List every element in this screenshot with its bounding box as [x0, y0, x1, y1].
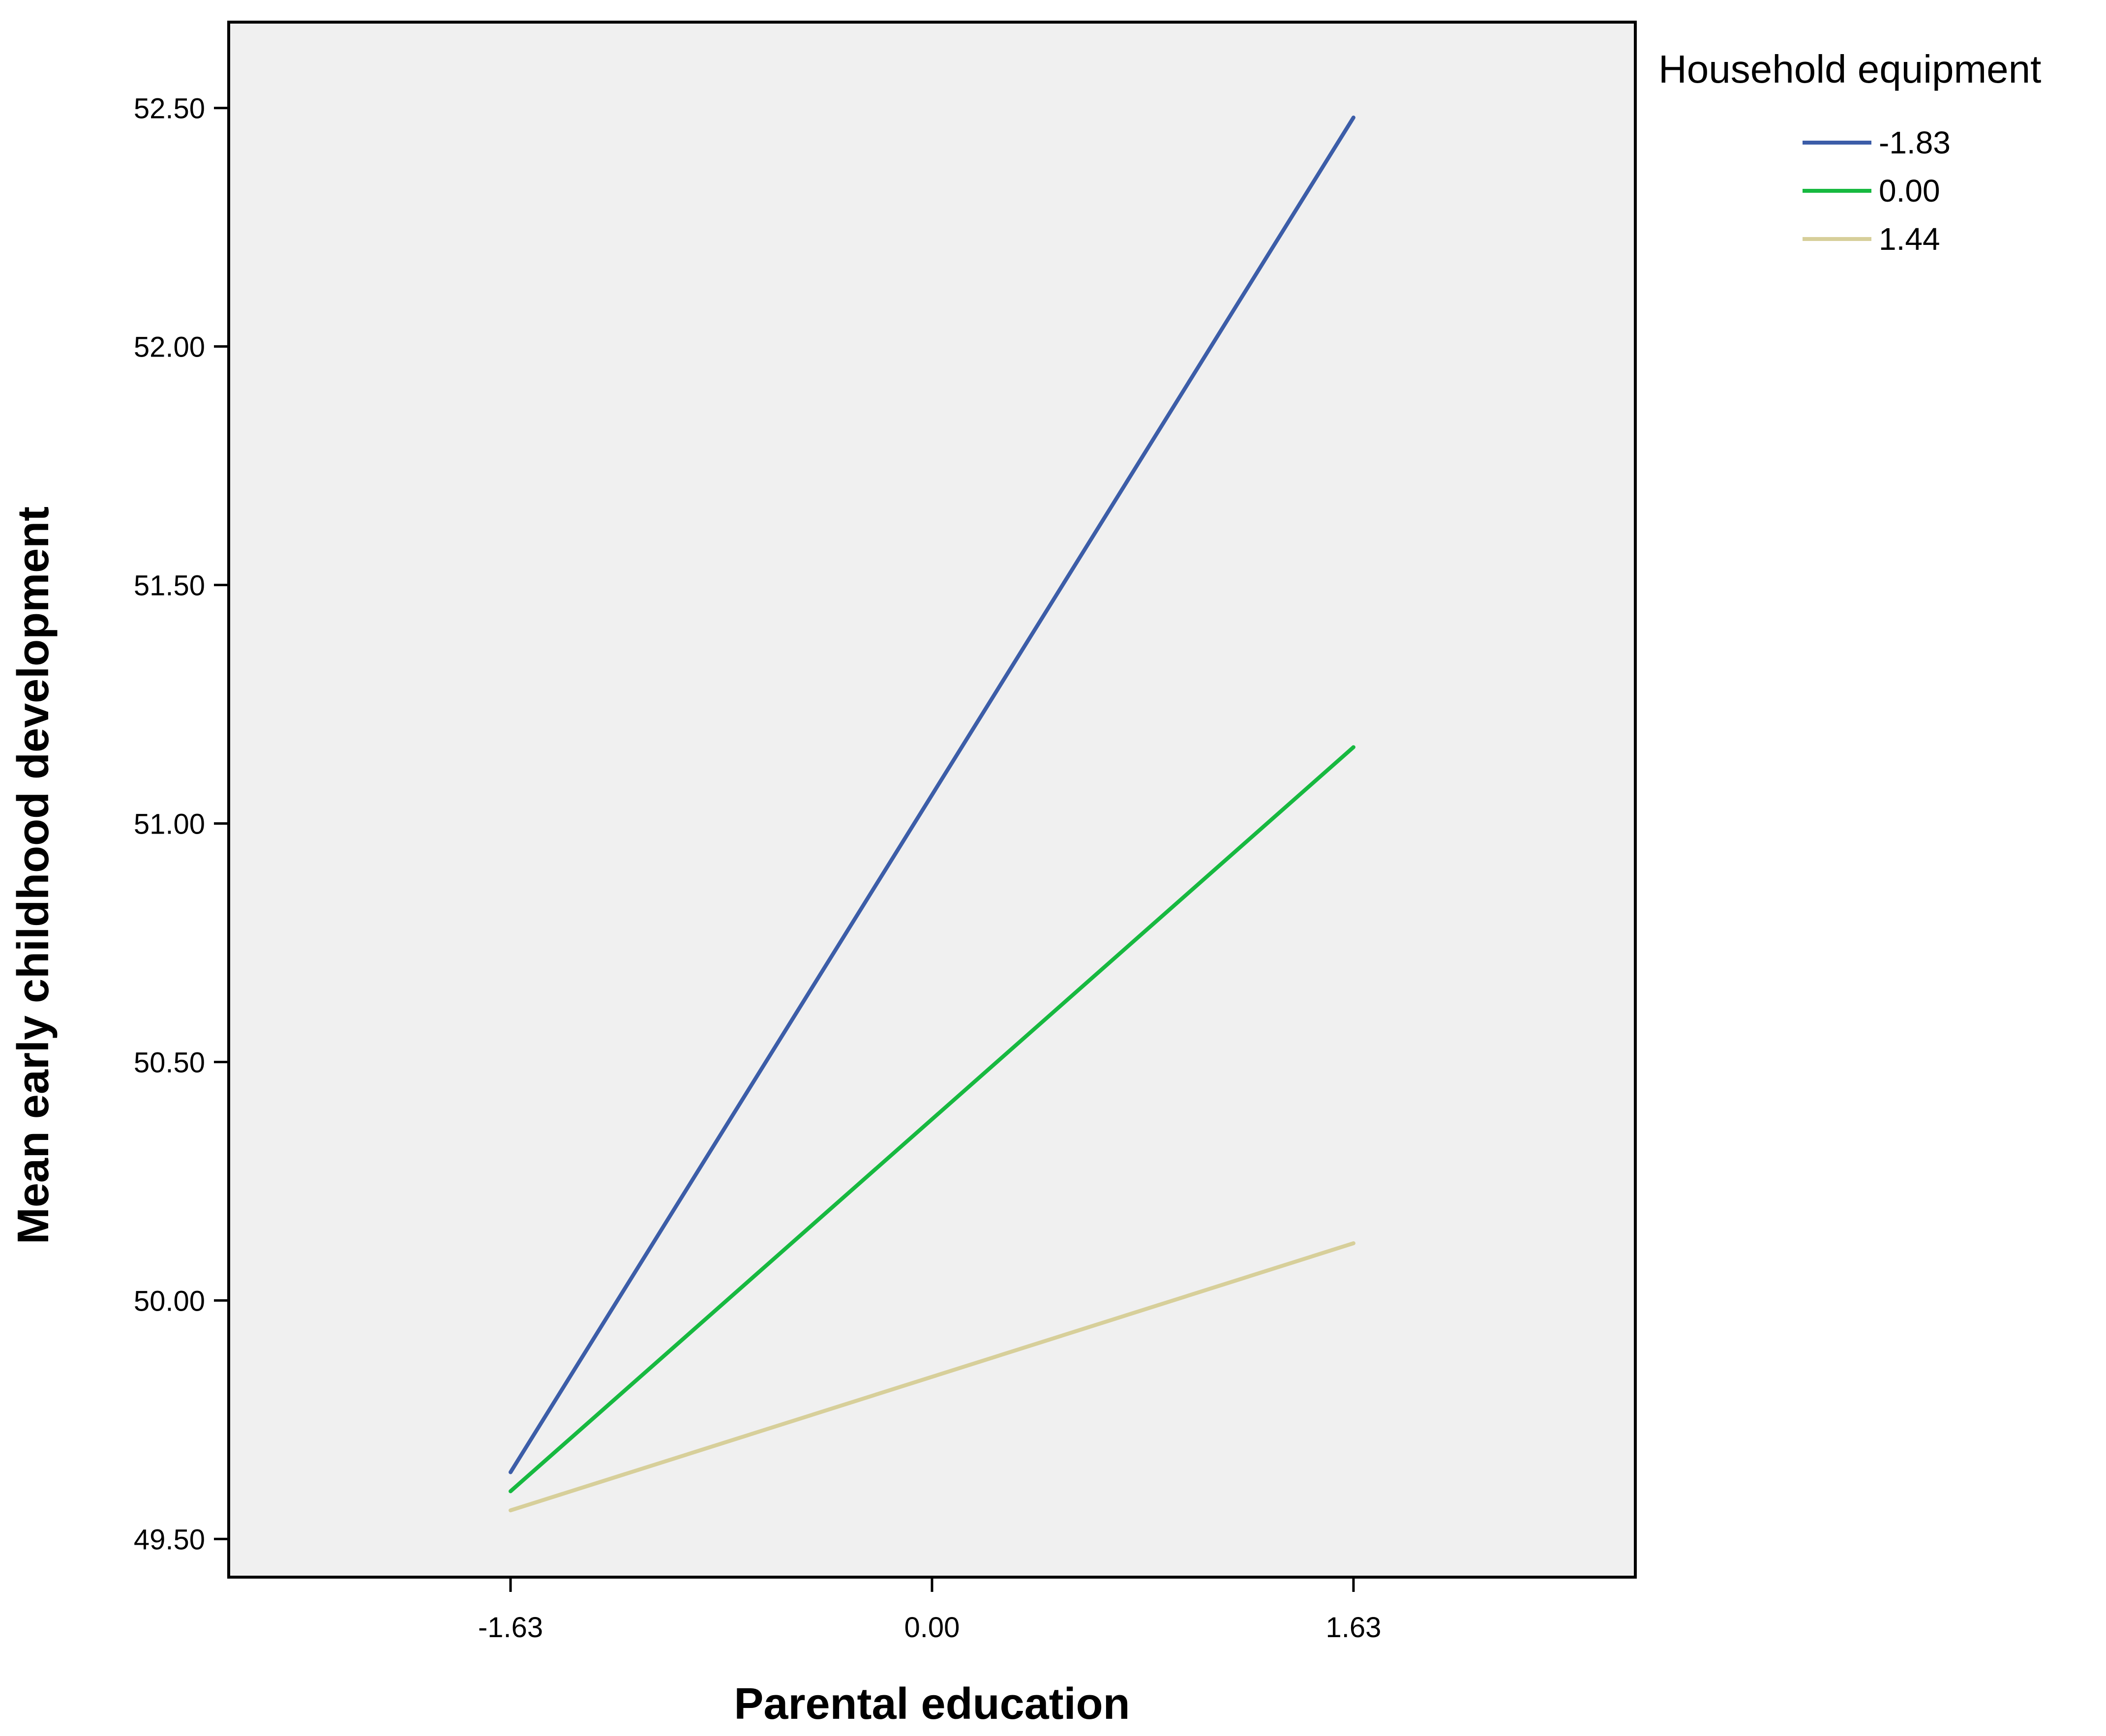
y-axis-title: Mean early childhood development	[9, 507, 58, 1244]
y-tick-label: 51.50	[134, 570, 205, 602]
x-tick-label: 0.00	[904, 1612, 960, 1644]
series-lines	[509, 115, 1355, 1513]
y-tick-label: 51.00	[134, 808, 205, 840]
legend-title: Household equipment	[1658, 47, 2041, 91]
x-axis-title: Parental education	[734, 1679, 1130, 1729]
x-tick-label: 1.63	[1326, 1612, 1382, 1644]
y-axis: 49.50 50.00 50.50 51.00 51.50 52.00 52.50	[134, 93, 229, 1556]
plot-area	[227, 21, 1637, 1579]
series-line-1	[509, 115, 1355, 1474]
x-axis: -1.63 0.00 1.63	[478, 1577, 1381, 1644]
legend-label: 0.00	[1879, 173, 1940, 209]
y-tick-label: 52.00	[134, 331, 205, 363]
y-tick-label: 50.50	[134, 1047, 205, 1078]
x-tick-label: -1.63	[478, 1612, 543, 1644]
series-line-3	[509, 1241, 1355, 1513]
legend-label: -1.83	[1879, 125, 1951, 160]
series-line-2	[509, 745, 1355, 1494]
legend-label: 1.44	[1879, 221, 1940, 257]
legend: -1.83 0.00 1.44	[1803, 125, 1951, 257]
y-tick-label: 50.00	[134, 1285, 205, 1317]
y-tick-label: 49.50	[134, 1524, 205, 1556]
y-tick-label: 52.50	[134, 93, 205, 125]
